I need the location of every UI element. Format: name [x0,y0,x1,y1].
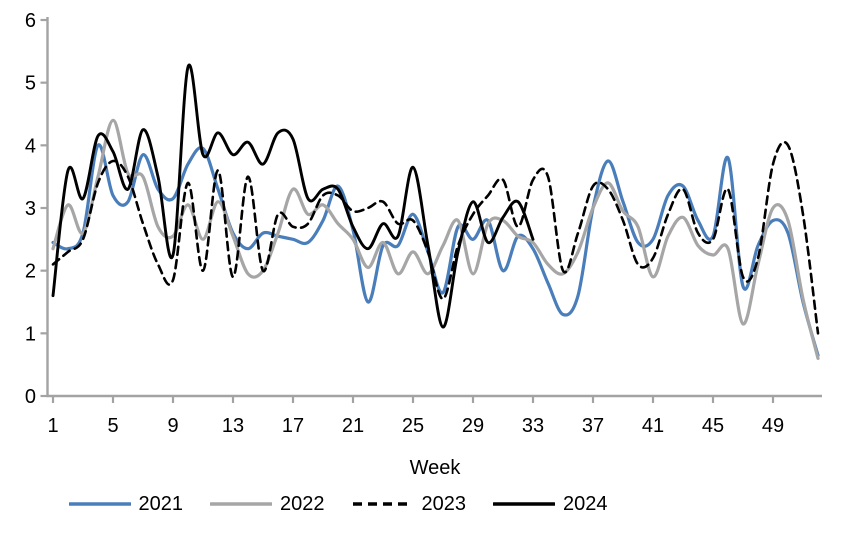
chart-legend: 2021 2022 2023 2024 [0,494,676,514]
y-axis-tick-label: 1 [25,323,36,345]
x-axis-tick-label: 29 [462,415,484,437]
x-axis-tick-label: 9 [167,415,178,437]
x-axis-tick-label: 13 [222,415,244,437]
legend-line-swatch [352,502,413,506]
x-axis-tick-label: 25 [402,415,424,437]
series-line-2024 [51,63,535,329]
legend-line-swatch [210,502,272,506]
y-axis-tick-label: 0 [25,386,36,408]
legend-label: 2024 [563,493,608,515]
x-axis-tick-label: 1 [47,415,58,437]
x-axis-tick-label: 49 [762,415,784,437]
x-axis-tick-label: 45 [702,415,724,437]
x-axis-tick-label: 37 [582,415,604,437]
x-axis-tick-label: 5 [107,415,118,437]
x-axis-tick-label: 33 [522,415,544,437]
y-axis-tick-label: 2 [25,261,36,283]
y-axis-tick-label: 3 [25,198,36,220]
x-axis-tick-label: 41 [642,415,664,437]
y-axis-tick-label: 5 [25,73,36,95]
y-axis-tick-label: 4 [25,135,36,157]
series-line-2022 [51,118,820,360]
y-axis-tick-label: 6 [25,10,36,32]
legend-line-swatch [68,502,131,506]
series-paths [51,63,820,360]
legend-item-2021: 2021 [68,493,184,515]
x-axis-tick-label: 21 [342,415,364,437]
axes [40,17,822,403]
legend-line-swatch [493,502,555,506]
legend-item-2024: 2024 [493,494,608,514]
x-axis-title: Week [410,457,462,479]
legend-item-2023: 2023 [352,493,467,515]
legend-label: 2022 [280,493,325,515]
legend-label: 2023 [421,493,467,515]
legend-label: 2021 [138,493,184,515]
x-axis-tick-label: 17 [282,415,304,437]
legend-item-2022: 2022 [210,494,325,514]
